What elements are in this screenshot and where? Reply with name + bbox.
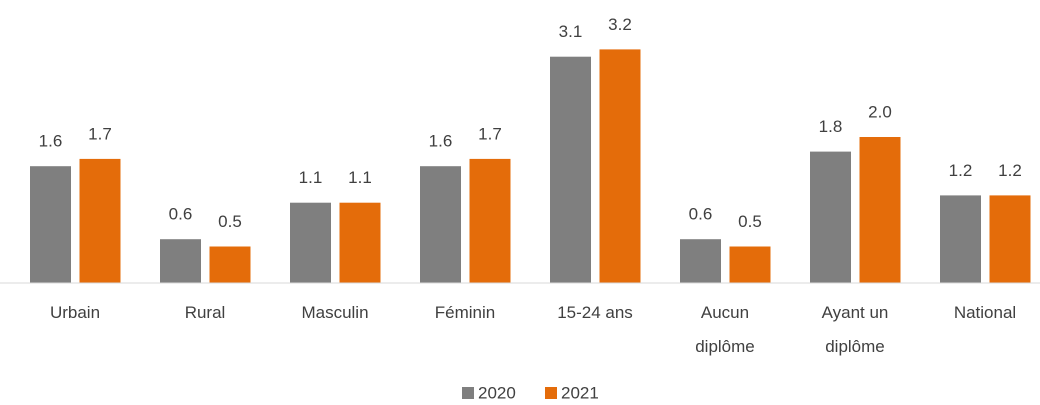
x-tick-label: National [953, 303, 1017, 322]
value-label: 0.5 [738, 212, 762, 231]
bar [599, 49, 641, 284]
bar [339, 202, 381, 283]
legend-label: 2020 [478, 383, 516, 402]
x-tick-label: 15-24 ans [557, 303, 633, 322]
legend-label: 2021 [561, 383, 599, 402]
bar [420, 166, 461, 283]
value-label: 3.2 [608, 15, 632, 34]
value-label: 0.6 [169, 205, 193, 224]
bar [469, 158, 511, 283]
x-tick-label: Rural [184, 303, 226, 322]
bar [30, 166, 71, 283]
bar [810, 151, 851, 283]
x-tick-label: Urbain [49, 303, 101, 322]
bar [550, 56, 591, 284]
value-label: 1.7 [88, 124, 112, 143]
value-label: 0.6 [689, 205, 713, 224]
value-label: 1.2 [949, 161, 973, 180]
bar [680, 239, 721, 283]
x-tick-label: Féminin [434, 303, 496, 322]
legend-swatch [545, 387, 557, 399]
x-tick-label: Masculin [301, 303, 369, 322]
value-label: 1.2 [998, 161, 1022, 180]
value-label: 1.6 [429, 132, 453, 151]
legend-swatch [462, 387, 474, 399]
value-label: 1.7 [478, 124, 502, 143]
bar [940, 195, 981, 283]
value-label: 1.8 [819, 117, 843, 136]
value-label: 0.5 [218, 212, 242, 231]
bar [160, 239, 201, 283]
x-tick-label: Aucun diplôme [695, 303, 755, 356]
value-label: 3.1 [559, 22, 583, 41]
bar [290, 202, 331, 283]
bar [209, 246, 251, 283]
value-label: 1.1 [299, 168, 323, 187]
x-tick-label: Ayant un diplôme [821, 303, 889, 356]
value-label: 2.0 [868, 102, 892, 121]
bar [729, 246, 771, 283]
value-label: 1.6 [39, 132, 63, 151]
bar [989, 195, 1031, 283]
bar [79, 158, 121, 283]
bar [859, 137, 901, 283]
value-label: 1.1 [348, 168, 372, 187]
